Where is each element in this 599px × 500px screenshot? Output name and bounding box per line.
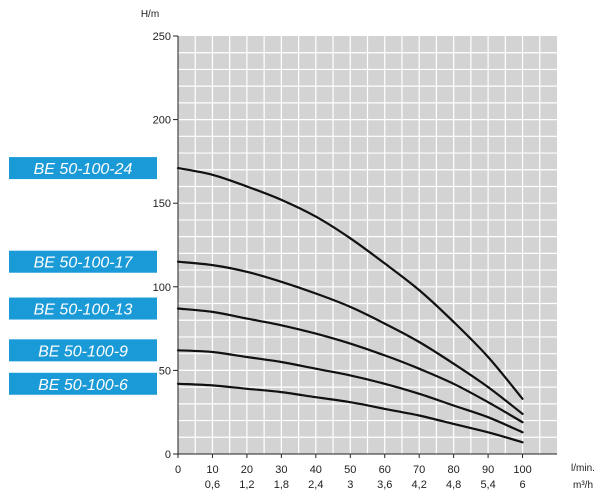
series-label-be-50-100-9: BE 50-100-9 [9, 339, 157, 362]
series-label-box [9, 250, 157, 273]
series-label-box [9, 297, 157, 320]
x-tick-label-lmin: 10 [206, 464, 218, 476]
curve-be-50-100-13 [176, 307, 524, 424]
y-tick-label: 100 [153, 282, 171, 294]
x-tick-label-m3h: 4,8 [446, 479, 461, 491]
x-tick-label-m3h: 5,4 [480, 479, 495, 491]
x-axis-title-m3h: m³/h [573, 480, 593, 491]
x-tick-label-m3h: 1,2 [239, 479, 254, 491]
x-tick-label-lmin: 20 [241, 464, 253, 476]
x-tick-label-lmin: 30 [275, 464, 287, 476]
series-label-text: BE 50-100-13 [34, 302, 133, 319]
x-tick-label-lmin: 60 [379, 464, 391, 476]
series-label-be-50-100-6: BE 50-100-6 [9, 372, 157, 395]
curve-be-50-100-24 [176, 167, 524, 400]
grid [178, 36, 557, 454]
series-label-be-50-100-17: BE 50-100-17 [9, 250, 157, 273]
y-axis-title: H/m [141, 9, 159, 20]
curve-be-50-100-9 [176, 349, 524, 434]
series-label-text: BE 50-100-9 [38, 343, 128, 360]
x-tick-label-lmin: 40 [310, 464, 322, 476]
series-label-text: BE 50-100-17 [34, 255, 134, 272]
axes: 0 50 100 150 200 250 0 10 0,6 20 1,2 30 1,8 40 2,4 50 3 6… [153, 31, 557, 491]
y-tick-label: 150 [153, 198, 171, 210]
x-tick-label-lmin: 100 [513, 464, 531, 476]
x-tick-label-lmin: 90 [482, 464, 494, 476]
series-label-box [9, 157, 157, 180]
y-tick-label: 50 [159, 365, 171, 377]
x-tick-label-m3h: 1,8 [274, 479, 289, 491]
x-tick-label-lmin: 50 [344, 464, 356, 476]
x-tick-label-lmin: 0 [175, 464, 181, 476]
x-tick-label-m3h: 6 [519, 479, 525, 491]
x-tick-label-m3h: 3 [347, 479, 353, 491]
series-labels: BE 50-100-24 BE 50-100-17 BE 50-100-13 BE 5… [9, 157, 157, 395]
y-tick-label: 250 [153, 31, 171, 43]
x-axis-title-lmin: l/min. [571, 463, 595, 474]
series-label-be-50-100-13: BE 50-100-13 [9, 297, 157, 320]
x-tick-label-m3h: 3,6 [377, 479, 392, 491]
x-tick-label-m3h: 0,6 [205, 479, 220, 491]
curves [176, 167, 524, 444]
curve-be-50-100-6 [176, 382, 524, 444]
y-tick-label: 0 [165, 449, 171, 461]
series-label-box [9, 339, 157, 362]
series-label-text: BE 50-100-6 [38, 377, 128, 394]
y-tick-label: 200 [153, 115, 171, 127]
x-tick-label-m3h: 4,2 [412, 479, 427, 491]
x-tick-label-m3h: 2,4 [308, 479, 323, 491]
x-tick-label-lmin: 80 [448, 464, 460, 476]
series-label-box [9, 372, 157, 395]
series-label-text: BE 50-100-24 [34, 161, 133, 178]
x-tick-label-lmin: 70 [413, 464, 425, 476]
curve-be-50-100-17 [176, 260, 524, 415]
series-label-be-50-100-24: BE 50-100-24 [9, 157, 157, 180]
